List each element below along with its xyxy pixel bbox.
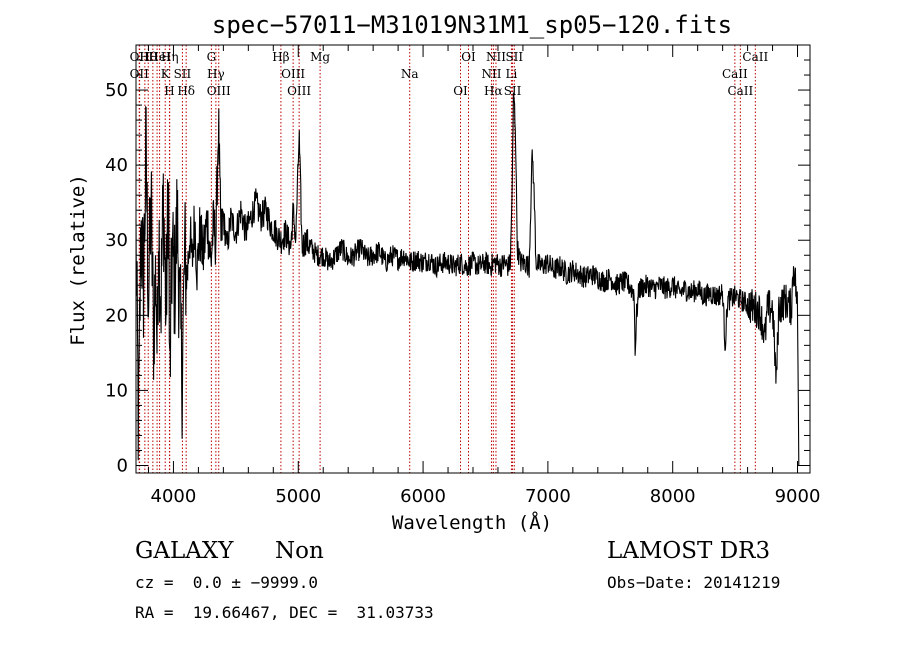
axis-ticks xyxy=(136,44,810,473)
x-tick-label: 7000 xyxy=(525,486,571,507)
line-label: OI xyxy=(461,50,476,64)
observation-date: Obs−Date: 20141219 xyxy=(607,573,781,592)
line-label: CaII xyxy=(722,67,748,81)
line-label: H xyxy=(164,84,174,98)
line-label: NII xyxy=(486,50,506,64)
y-tick-label: 30 xyxy=(105,230,128,251)
y-axis-label: Flux (relative) xyxy=(67,174,89,346)
line-label: Hδ xyxy=(177,84,195,98)
axis-tick-labels: 4000 5000 6000 7000 8000 9000 0 10 20 30 40 50 xyxy=(105,80,820,507)
line-label: SII xyxy=(174,67,192,81)
y-tick-label: 50 xyxy=(105,80,128,101)
line-label: Hθ xyxy=(139,50,157,64)
line-label: Li xyxy=(506,67,518,81)
object-subclass: Non xyxy=(275,538,324,564)
line-label: Mg xyxy=(310,50,330,64)
x-tick-label: 8000 xyxy=(650,486,696,507)
spectral-line-labels: OIIOIIHθHeIKHHηSIIHδGHγOIIIHβOIIIOIIIMgN… xyxy=(130,50,769,98)
line-label: HeI xyxy=(148,50,171,64)
line-label: Hα xyxy=(484,84,503,98)
plot-frame xyxy=(135,44,811,474)
line-label: SII xyxy=(505,50,523,64)
coordinates-text: RA = 19.66467, DEC = 31.03733 xyxy=(135,603,434,622)
line-label: OIII xyxy=(287,84,311,98)
line-label: OII xyxy=(130,67,150,81)
redshift-text: cz = 0.0 ± −9999.0 xyxy=(135,573,319,592)
line-label: K xyxy=(161,67,171,81)
line-label: OIII xyxy=(207,84,231,98)
y-tick-label: 0 xyxy=(117,455,128,476)
spectral-line-markers xyxy=(138,45,756,473)
line-label: CaII xyxy=(727,84,753,98)
x-axis-label: Wavelength (Å) xyxy=(392,511,552,534)
y-tick-label: 10 xyxy=(105,380,128,401)
y-tick-label: 20 xyxy=(105,305,128,326)
line-label: OII xyxy=(130,50,150,64)
line-label: Hγ xyxy=(207,67,225,81)
y-tick-label: 40 xyxy=(105,155,128,176)
object-class: GALAXY xyxy=(135,538,234,564)
line-label: G xyxy=(207,50,217,64)
line-label: Na xyxy=(401,67,419,81)
x-tick-label: 9000 xyxy=(775,486,821,507)
line-label: OIII xyxy=(281,67,305,81)
line-label: NII xyxy=(481,67,501,81)
chart-title: spec−57011−M31019N31M1_sp05−120.fits xyxy=(212,11,732,39)
x-tick-label: 6000 xyxy=(400,486,446,507)
line-label: CaII xyxy=(742,50,768,64)
spectrum-trace xyxy=(135,92,800,466)
x-tick-label: 5000 xyxy=(275,486,321,507)
line-label: Hη xyxy=(161,50,179,64)
x-tick-label: 4000 xyxy=(151,486,197,507)
line-label: SII xyxy=(504,84,522,98)
line-label: Hβ xyxy=(272,50,289,64)
line-label: OI xyxy=(453,84,468,98)
survey-name: LAMOST DR3 xyxy=(607,538,771,564)
